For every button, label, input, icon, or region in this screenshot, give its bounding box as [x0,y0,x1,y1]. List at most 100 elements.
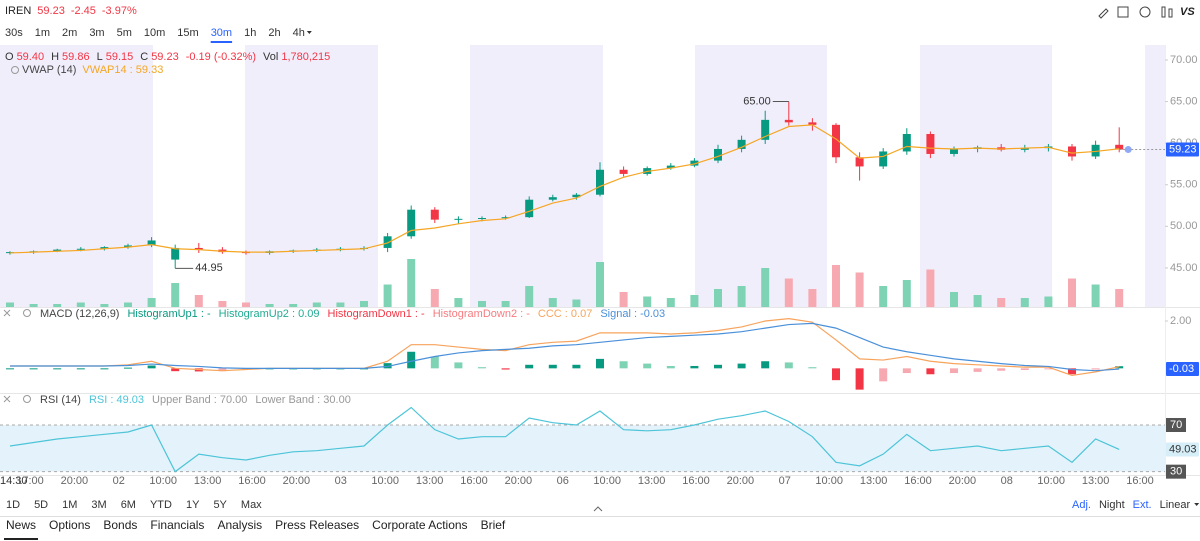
tab[interactable]: Corporate Actions [372,518,467,532]
volume-bar [218,301,227,307]
volume-bar [6,302,14,307]
indicator-icons[interactable] [3,66,31,403]
candle-body [596,169,604,195]
candle-body [1020,148,1029,150]
volume-bar [242,302,250,307]
volume-bar [312,302,321,307]
candle-body [478,218,486,220]
timeframe[interactable]: 3m [89,27,104,39]
timeframe[interactable]: 2m [62,27,77,39]
volume-bar [572,299,581,307]
timeframe[interactable]: 15m [177,27,198,39]
y-tick-label: 65.00 [1170,95,1198,107]
range-button[interactable]: 5Y [213,499,227,511]
range-button[interactable]: 6M [121,499,136,511]
candle-icon[interactable] [1161,6,1166,18]
range-button[interactable]: 1Y [186,499,200,511]
volume-bar [265,304,274,307]
range-button[interactable]: YTD [150,499,172,511]
x-tick-label: 17:00 [16,475,44,487]
x-tick-label: 20:00 [283,475,311,487]
candle-body [855,157,864,167]
close-icon[interactable] [3,309,11,403]
histogram-bar [997,368,1006,371]
candle-body [619,169,628,174]
collapse-icon[interactable] [593,506,603,512]
histogram-bar [407,351,416,369]
x-tick-label: 20:00 [727,475,755,487]
timeframe[interactable]: 1m [35,27,50,39]
tab[interactable]: Brief [481,518,506,532]
volume-bar [525,286,534,307]
timeframe[interactable]: 4h [293,27,305,39]
session-band [470,45,603,307]
timeframe[interactable]: 30s [5,27,23,39]
chart-option[interactable]: Ext. [1133,499,1152,511]
alert-icon[interactable] [1139,6,1151,18]
histogram-bar [525,364,534,369]
volume-bar [832,265,840,307]
checkbox-icon[interactable] [1117,6,1129,18]
y-tick-label: 30 [1170,466,1182,478]
volume-bar [360,301,368,307]
toolbar-icons[interactable] [1098,6,1173,19]
candle-body [194,247,203,250]
range-button[interactable]: Max [241,499,262,511]
histogram-bar [690,365,699,369]
chart-option[interactable]: Adj. [1072,499,1091,511]
legend-value: 59.15 [106,51,134,63]
volume-bar [171,283,180,307]
x-tick-label: 16:00 [460,475,488,487]
dropdown-arrow [306,31,312,34]
histogram-bar [478,367,486,369]
timeframe[interactable]: 30m [211,27,232,39]
value-tag-label: 59.23 [1169,143,1197,155]
tab[interactable]: News [6,518,36,532]
histogram-bar [76,368,85,370]
legend-label: C [140,51,148,63]
brand: VS [1180,6,1195,18]
eye-icon[interactable] [23,395,31,403]
range-button[interactable]: 3M [91,499,106,511]
timeframe[interactable]: 1h [244,27,256,39]
candle-body [100,247,109,249]
legend-value: 59.86 [62,51,90,63]
candle-icon[interactable] [1168,8,1173,18]
range-button[interactable]: 1D [6,499,20,511]
tab[interactable]: Analysis [217,518,262,532]
chart-option[interactable]: Linear [1160,499,1191,511]
tab[interactable]: Bonds [103,518,137,532]
range-button[interactable]: 5D [34,499,48,511]
eye-icon[interactable] [23,309,31,317]
tab[interactable]: Financials [150,518,204,532]
tab[interactable]: Press Releases [275,518,359,532]
chart-option[interactable]: Night [1099,499,1125,511]
indicator-legend: HistogramDown2 : - [433,308,531,320]
session-band [1145,45,1165,307]
header-symbol: IREN [5,5,31,17]
tab[interactable]: Options [49,518,90,532]
timeframe[interactable]: 10m [144,27,165,39]
candle-body [1091,144,1100,157]
candle-body [430,209,439,220]
range-button[interactable]: 1M [62,499,77,511]
volume-bar [690,295,699,307]
candle-body [76,248,85,250]
volume-bar [619,292,628,307]
eye-icon[interactable] [11,66,19,74]
volume-bar [666,298,675,307]
x-tick-label: 10:00 [149,475,177,487]
histogram-bar [147,365,156,369]
indicator-title: VWAP (14) [22,64,76,76]
line [10,322,1120,372]
draw-icon[interactable] [1098,8,1109,19]
x-tick-label: 16:00 [682,475,710,487]
histogram-bar [808,367,817,369]
timeframe[interactable]: 5m [117,27,132,39]
session-band [0,45,153,307]
annotation-label: 44.95 [195,262,223,274]
volume-bar [454,298,463,307]
timeframe[interactable]: 2h [268,27,280,39]
